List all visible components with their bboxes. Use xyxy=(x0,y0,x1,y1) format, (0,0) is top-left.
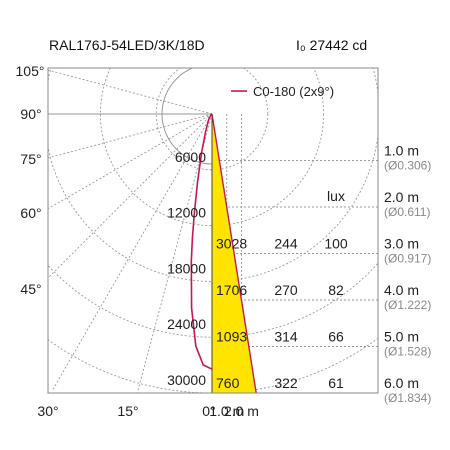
distance-tick-label: 1.0 m xyxy=(209,403,244,419)
grid-radial-75 xyxy=(48,113,213,159)
distance-label: 4.0 m xyxy=(384,282,419,298)
distance-label: 6.0 m xyxy=(384,375,419,391)
peak-intensity-symbol: I₀ xyxy=(296,37,306,53)
table-value: 1706 xyxy=(216,282,247,298)
distance-tick-label: 2.0 m xyxy=(224,403,259,419)
lux-header: lux xyxy=(327,188,345,204)
diameter-label: (Ø0.611) xyxy=(384,205,430,219)
table-value: 3028 xyxy=(216,236,247,252)
intensity-curve xyxy=(190,113,213,370)
beam-cone-edge xyxy=(211,113,257,393)
lux-value: 100 xyxy=(324,236,348,252)
distance-label: 3.0 m xyxy=(384,236,419,252)
diameter-label: (Ø0.917) xyxy=(384,252,431,266)
grid-radial-15 xyxy=(136,113,213,393)
grid-radial-60 xyxy=(48,113,213,210)
distance-label: 1.0 m xyxy=(384,143,419,159)
diameter-label: (Ø1.834) xyxy=(384,391,431,405)
legend-label: C0-180 (2x9°) xyxy=(253,84,334,99)
table-value: 244 xyxy=(274,236,298,252)
angle-label: 90° xyxy=(20,106,41,122)
distance-label: 2.0 m xyxy=(384,189,419,205)
angle-label: 15° xyxy=(117,403,138,419)
diameter-label: (Ø1.528) xyxy=(384,345,431,359)
angle-label: 75° xyxy=(20,151,41,167)
diameter-label: (Ø0.306) xyxy=(384,159,431,173)
intensity-tick-label: 30000 xyxy=(167,372,206,388)
angle-label: 60° xyxy=(20,205,41,221)
distance-label: 5.0 m xyxy=(384,329,419,345)
table-value: 760 xyxy=(216,375,240,391)
angle-label: 30° xyxy=(37,403,58,419)
peak-intensity-unit: cd xyxy=(352,37,368,53)
grid-radial-45 xyxy=(48,113,213,279)
intensity-tick-label: 18000 xyxy=(167,260,206,276)
peak-intensity-value: 27442 xyxy=(309,37,349,53)
lux-value: 66 xyxy=(328,329,344,345)
grid-radial-30 xyxy=(52,113,213,391)
angle-label: 0° xyxy=(202,403,215,419)
intensity-tick-label: 12000 xyxy=(167,205,206,221)
diameter-label: (Ø1.222) xyxy=(384,298,431,312)
table-value: 270 xyxy=(274,282,298,298)
table-value: 322 xyxy=(274,375,298,391)
grid-circle-0 xyxy=(155,68,269,171)
plot-frame xyxy=(47,67,379,394)
plot-area xyxy=(48,68,378,393)
lux-value: 61 xyxy=(328,375,344,391)
table-value: 1093 xyxy=(216,329,247,345)
intensity-tick-label: 24000 xyxy=(167,316,206,332)
grid-radial-105 xyxy=(48,69,213,115)
angle-label: 45° xyxy=(20,281,41,297)
table-value: 314 xyxy=(274,329,298,345)
grid-circle-1 xyxy=(99,68,325,227)
peak-intensity: I₀ 27442 cd xyxy=(296,37,367,53)
lux-value: 82 xyxy=(328,282,344,298)
intensity-tick-label: 6000 xyxy=(175,149,206,165)
angle-label: 105° xyxy=(16,63,45,79)
chart-title: RAL176J-54LED/3K/18D xyxy=(49,37,205,53)
